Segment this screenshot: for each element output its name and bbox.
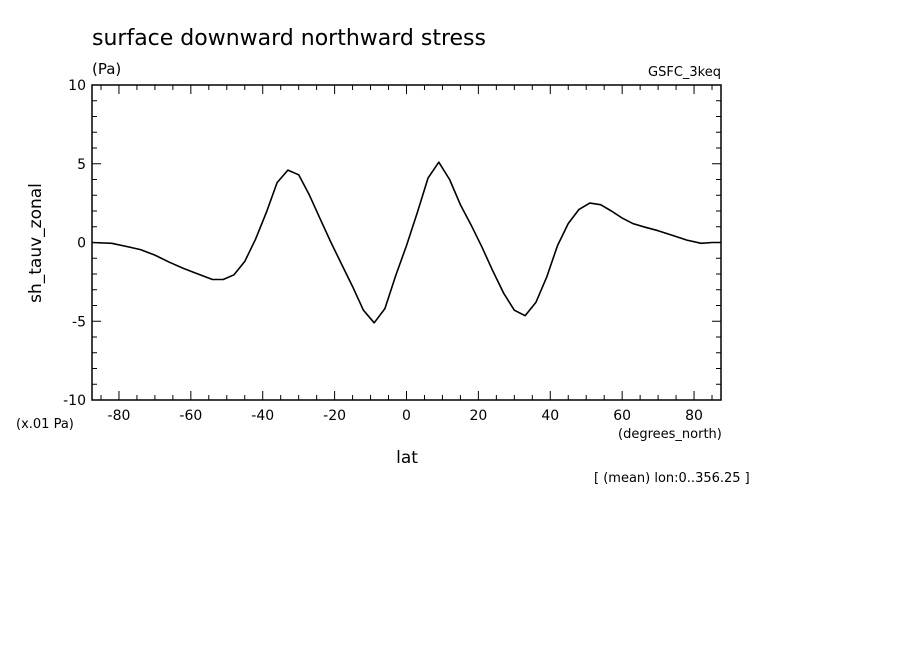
- x-tick-label: -20: [323, 408, 346, 424]
- x-axis-label: lat: [396, 448, 418, 468]
- series-line: [91, 161, 721, 324]
- y-axis-tick-labels: -10 -5 0 5 10: [63, 78, 86, 409]
- y-axis-ticks: [92, 100, 721, 385]
- x-tick-label: 40: [541, 408, 559, 424]
- y-axis-unit: (x.01 Pa): [16, 417, 74, 432]
- x-tick-label: -80: [108, 408, 131, 424]
- x-tick-label: 20: [469, 408, 487, 424]
- chart-subtitle: (Pa): [92, 60, 121, 78]
- chart-title: surface downward northward stress: [92, 26, 486, 51]
- y-tick-label: 5: [77, 157, 86, 173]
- x-tick-label: 0: [402, 408, 411, 424]
- x-tick-label: 80: [685, 408, 703, 424]
- x-axis-ticks: [100, 85, 713, 400]
- x-tick-label: 60: [613, 408, 631, 424]
- y-tick-label: -5: [72, 314, 86, 330]
- y-tick-label: 0: [77, 236, 86, 252]
- y-axis-label: sh_tauv_zonal: [26, 183, 46, 303]
- x-axis-tick-labels: -80 -60 -40 -20 0 20 40 60 80: [108, 408, 703, 424]
- series-layer: [91, 161, 721, 324]
- plot-frame: [91, 84, 722, 401]
- x-axis-unit: (degrees_north): [618, 427, 722, 442]
- x-tick-label: -60: [179, 408, 202, 424]
- source-label: GSFC_3keq: [648, 65, 721, 80]
- footnote: [ (mean) lon:0..356.25 ]: [594, 471, 750, 486]
- y-tick-label: 10: [68, 78, 86, 94]
- x-tick-label: -40: [251, 408, 274, 424]
- y-tick-label: -10: [63, 393, 86, 409]
